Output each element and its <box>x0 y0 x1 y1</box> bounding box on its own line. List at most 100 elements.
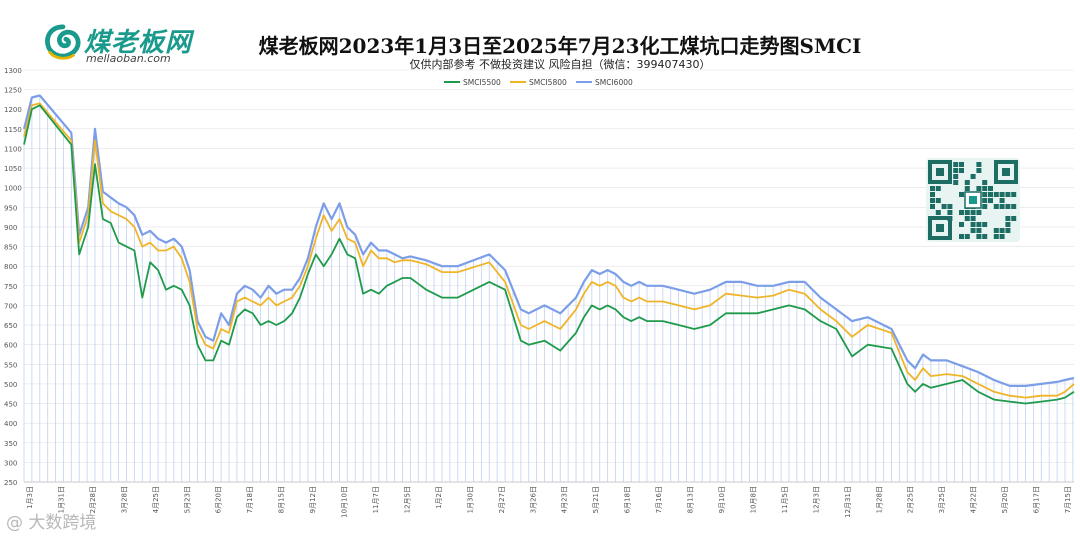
qr-module <box>988 186 993 191</box>
qr-module <box>988 192 993 197</box>
qr-module <box>964 186 970 191</box>
x-tick-label: 9月12日 <box>309 486 317 513</box>
y-tick-label: 1050 <box>4 165 22 173</box>
x-tick-label: 10月10日 <box>341 486 349 518</box>
y-tick-label: 900 <box>4 224 17 232</box>
qr-module <box>999 204 1005 209</box>
x-tick-label: 2月28日 <box>89 486 97 513</box>
x-tick-label: 5月20日 <box>1001 486 1009 513</box>
y-tick-label: 300 <box>4 459 17 467</box>
x-tick-label: 12月3日 <box>812 486 820 513</box>
x-tick-label: 11月5日 <box>781 486 789 513</box>
qr-module <box>1011 192 1017 197</box>
y-tick-label: 250 <box>4 479 17 487</box>
series-line-smci5500 <box>23 104 1075 405</box>
qr-module <box>1005 228 1011 233</box>
y-tick-label: 800 <box>4 263 17 271</box>
qr-module <box>947 210 953 215</box>
qr-module <box>935 210 941 215</box>
y-tick-label: 1000 <box>4 185 22 193</box>
qr-module <box>964 234 970 239</box>
series-line-smci6000 <box>22 94 1075 387</box>
qr-module <box>953 180 959 185</box>
x-tick-label: 1月28日 <box>875 486 883 513</box>
qr-module <box>1005 216 1011 221</box>
x-axis-ticks: 1月3日 1月31日 2月28日 3月28日 4月25日 5月23日 6月20日 7月18日 8… <box>26 486 1072 518</box>
qr-module <box>982 204 988 209</box>
qr-module <box>964 210 970 215</box>
x-tick-label: 4月23日 <box>561 486 569 513</box>
qr-module <box>1005 222 1011 227</box>
chart-subtitle: 仅供内部参考 不做投资建议 风险自担（微信：399407430） <box>409 58 711 71</box>
qr-module <box>953 168 959 173</box>
x-tick-label: 4月22日 <box>970 486 978 513</box>
x-tick-label: 2月25日 <box>907 486 915 513</box>
qr-module <box>976 162 982 167</box>
y-tick-label: 400 <box>4 420 17 428</box>
qr-module <box>1005 192 1011 197</box>
y-tick-label: 1150 <box>4 126 22 134</box>
watermark: @ 大数跨境 <box>6 513 97 533</box>
qr-module <box>982 180 988 185</box>
qr-module <box>959 168 964 173</box>
y-tick-label: 350 <box>4 440 17 448</box>
x-tick-label: 3月28日 <box>120 486 128 513</box>
qr-module <box>993 192 999 197</box>
qr-module <box>970 228 976 233</box>
x-tick-label: 1月3日 <box>26 486 34 509</box>
qr-module <box>976 186 982 191</box>
chart-legend: SMCI5500 SMCI5800 SMCI6000 <box>444 78 633 87</box>
x-tick-label: 1月31日 <box>57 486 65 513</box>
x-tick-label: 10月8日 <box>749 486 757 513</box>
x-tick-label: 7月15日 <box>1064 486 1072 513</box>
y-tick-label: 450 <box>4 401 17 409</box>
y-tick-label: 700 <box>4 302 17 310</box>
x-tick-label: 4月25日 <box>152 486 160 513</box>
x-tick-label: 1月2日 <box>435 486 443 509</box>
qr-module <box>976 234 982 239</box>
qr-module <box>976 228 982 233</box>
qr-module <box>953 174 959 179</box>
x-tick-label: 12月5日 <box>403 486 411 513</box>
x-tick-label: 6月18日 <box>624 486 632 513</box>
qr-module <box>1011 204 1017 209</box>
qr-module <box>982 234 988 239</box>
qr-module <box>982 186 988 191</box>
x-tick-label: 5月21日 <box>592 486 600 513</box>
qr-module <box>999 192 1005 197</box>
qr-module <box>930 198 935 203</box>
qr-module <box>976 222 982 227</box>
qr-module <box>970 174 976 179</box>
x-tick-label: 7月18日 <box>246 486 254 513</box>
x-tick-label: 7月16日 <box>655 486 663 513</box>
qr-module <box>935 186 941 191</box>
qr-module <box>930 186 935 191</box>
qr-module <box>941 204 947 209</box>
qr-module <box>964 180 970 185</box>
x-tick-label: 6月20日 <box>215 486 223 513</box>
qr-code-image <box>926 158 1020 242</box>
qr-module <box>976 210 982 215</box>
qr-module <box>935 198 941 203</box>
line-layer <box>22 94 1075 405</box>
logo-name: 煤老板网 <box>84 28 193 58</box>
x-tick-label: 3月25日 <box>938 486 946 513</box>
qr-module <box>930 204 935 209</box>
qr-module <box>970 216 976 221</box>
y-tick-label: 850 <box>4 244 17 252</box>
qr-module <box>959 162 964 167</box>
y-tick-label: 600 <box>4 342 17 350</box>
qr-module <box>953 162 959 167</box>
y-tick-label: 550 <box>4 361 17 369</box>
y-axis-ticks: 250 300 350 400 450 500 550 600 650 700 750 800 850 9… <box>4 67 22 487</box>
x-tick-label: 5月23日 <box>183 486 191 513</box>
series-line-smci5800 <box>23 102 1075 399</box>
y-tick-label: 950 <box>4 204 17 212</box>
y-tick-label: 650 <box>4 322 17 330</box>
qr-module <box>993 234 999 239</box>
qr-module <box>976 168 982 173</box>
x-tick-label: 8月13日 <box>687 486 695 513</box>
brand-logo: 煤老板网 mellaoban.com <box>44 22 224 65</box>
y-tick-label: 750 <box>4 283 17 291</box>
